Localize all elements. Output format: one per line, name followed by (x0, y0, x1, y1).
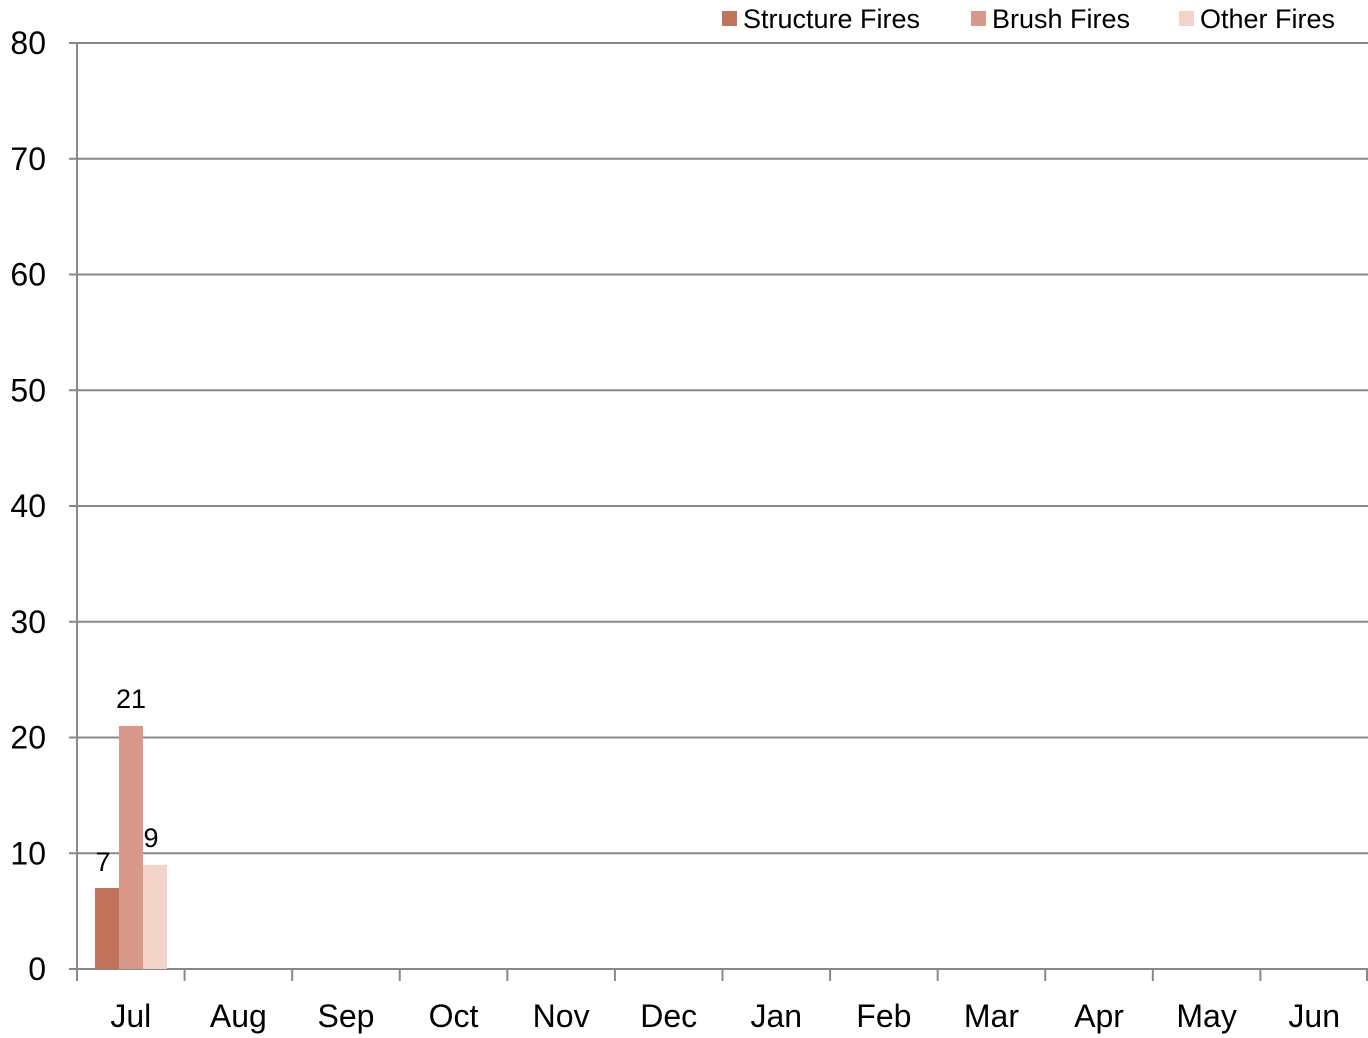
x-tick-label-jun: Jun (1288, 998, 1340, 1034)
y-tick-label: 40 (10, 488, 46, 524)
x-tick-label-may: May (1176, 998, 1236, 1034)
x-tick-label-apr: Apr (1074, 998, 1124, 1034)
y-tick-label: 30 (10, 604, 46, 640)
x-tick-label-feb: Feb (856, 998, 911, 1034)
legend-item-other-fires: Other Fires (1179, 4, 1335, 34)
data-labels: 7 21 9 (95, 684, 158, 877)
bar-structure-fires-jul (95, 887, 119, 969)
y-tick-label: 60 (10, 257, 46, 293)
y-tick-label: 70 (10, 141, 46, 177)
legend-label: Structure Fires (743, 4, 920, 34)
bars (95, 725, 167, 969)
legend-label: Other Fires (1200, 4, 1335, 34)
gridlines (77, 42, 1368, 855)
legend: Structure Fires Brush Fires Other Fires (722, 4, 1335, 34)
x-axis-ticks: Jul Aug Sep Oct Nov Dec Jan Feb Mar Apr May Jun (76, 969, 1368, 1034)
legend-swatch (971, 11, 986, 26)
legend-swatch (722, 11, 737, 26)
legend-item-brush-fires: Brush Fires (971, 4, 1130, 34)
y-tick-label: 80 (10, 25, 46, 61)
bar-brush-fires-jul (119, 725, 143, 969)
x-tick-label-aug: Aug (210, 998, 267, 1034)
data-label-other-fires: 9 (143, 823, 158, 853)
legend-swatch (1179, 11, 1194, 26)
x-tick-label-nov: Nov (533, 998, 590, 1034)
x-tick-label-sep: Sep (317, 998, 374, 1034)
bar-other-fires-jul (143, 864, 167, 969)
y-tick-label: 20 (10, 720, 46, 756)
y-tick-label: 10 (10, 835, 46, 871)
x-tick-label-mar: Mar (964, 998, 1019, 1034)
x-tick-label-oct: Oct (429, 998, 479, 1034)
y-tick-label: 0 (28, 951, 46, 987)
data-label-brush-fires: 21 (116, 684, 146, 714)
y-tick-label: 50 (10, 372, 46, 408)
y-axis-ticks: 0 10 20 30 40 50 60 70 80 (10, 25, 77, 987)
x-tick-label-jul: Jul (110, 998, 151, 1034)
data-label-structure-fires: 7 (95, 847, 110, 877)
legend-item-structure-fires: Structure Fires (722, 4, 920, 34)
legend-label: Brush Fires (992, 4, 1130, 34)
x-tick-label-dec: Dec (640, 998, 697, 1034)
x-tick-label-jan: Jan (750, 998, 802, 1034)
